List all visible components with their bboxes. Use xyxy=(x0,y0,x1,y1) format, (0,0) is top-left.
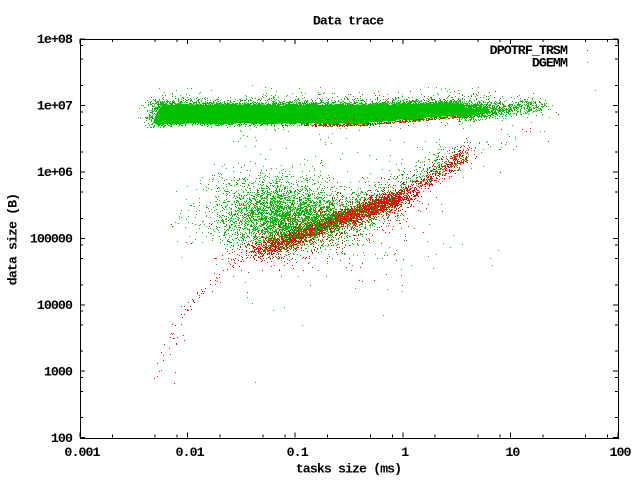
svg-text:0.01: 0.01 xyxy=(176,445,205,460)
svg-text:100: 100 xyxy=(51,431,73,446)
svg-text:0.1: 0.1 xyxy=(287,445,309,460)
svg-text:1e+07: 1e+07 xyxy=(37,99,73,114)
svg-text:1: 1 xyxy=(401,445,409,460)
svg-text:0.001: 0.001 xyxy=(64,445,100,460)
svg-text:100: 100 xyxy=(609,445,631,460)
svg-text:100000: 100000 xyxy=(30,232,73,247)
svg-text:tasks size (ms): tasks size (ms) xyxy=(296,462,401,477)
svg-text:data size (B): data size (B) xyxy=(6,194,21,285)
svg-text:Data trace: Data trace xyxy=(313,14,384,29)
svg-text:10: 10 xyxy=(505,445,520,460)
svg-text:1000: 1000 xyxy=(44,364,73,379)
svg-text:10000: 10000 xyxy=(37,298,73,313)
svg-text:DPOTRF_TRSM: DPOTRF_TRSM xyxy=(490,43,568,58)
svg-text:1e+06: 1e+06 xyxy=(37,165,73,180)
svg-text:1e+08: 1e+08 xyxy=(37,32,73,47)
svg-text:DGEMM: DGEMM xyxy=(532,56,568,71)
